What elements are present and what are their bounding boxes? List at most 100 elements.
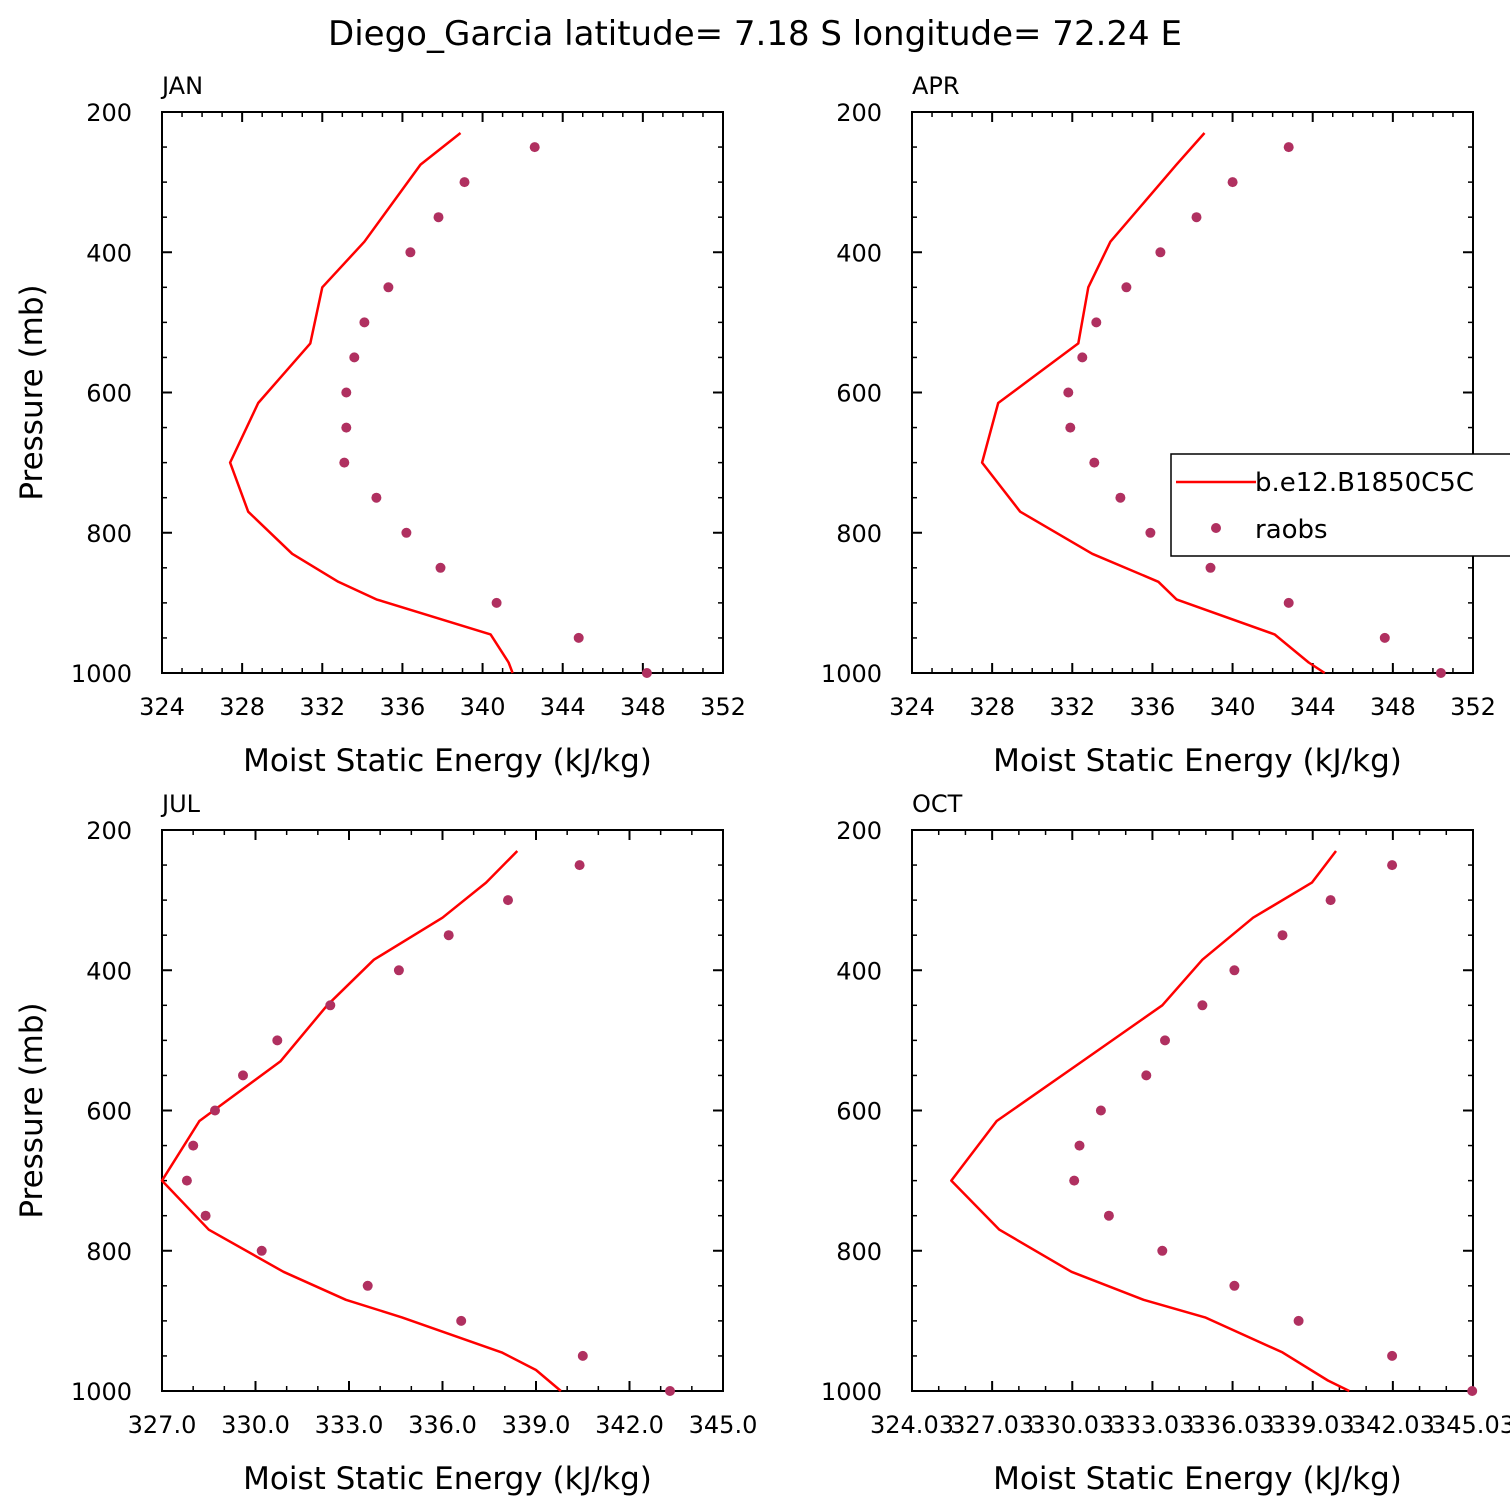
raobs-point bbox=[1387, 1350, 1398, 1361]
panel-label: JAN bbox=[160, 72, 203, 100]
raobs-point bbox=[1121, 282, 1132, 293]
x-tick-label: 327.03 bbox=[950, 1411, 1034, 1439]
x-tick-label: 330.03 bbox=[1030, 1411, 1114, 1439]
raobs-point bbox=[339, 457, 350, 468]
plot-frame bbox=[161, 111, 724, 674]
raobs-point bbox=[1227, 177, 1238, 188]
plot-frame bbox=[911, 829, 1474, 1392]
x-tick-label: 330.0 bbox=[221, 1411, 290, 1439]
y-tick-label: 600 bbox=[836, 380, 882, 408]
panels: 324 328 332 336 340 344 348 352 200 400 600 800 1000… bbox=[14, 72, 1510, 1497]
raobs-point bbox=[1141, 1070, 1152, 1081]
x-axis-title: Moist Static Energy (kJ/kg) bbox=[243, 743, 652, 779]
x-tick-label: 345.03 bbox=[1431, 1411, 1510, 1439]
raobs-point bbox=[529, 142, 540, 153]
raobs-point bbox=[443, 930, 454, 941]
raobs-point bbox=[1283, 142, 1294, 153]
x-tick-label: 333.03 bbox=[1110, 1411, 1194, 1439]
raobs-point bbox=[573, 632, 584, 643]
x-tick-label: 332 bbox=[299, 693, 345, 721]
x-tick-label: 340 bbox=[1210, 693, 1256, 721]
series-line-model bbox=[160, 850, 562, 1392]
raobs-point bbox=[1325, 895, 1336, 906]
y-tick-label: 1000 bbox=[71, 1378, 132, 1406]
panel-label: JUL bbox=[160, 790, 201, 818]
x-tick-label: 342.03 bbox=[1351, 1411, 1435, 1439]
x-tick-label: 324 bbox=[139, 693, 185, 721]
y-tick-label: 400 bbox=[836, 957, 882, 985]
raobs-point bbox=[1467, 1386, 1478, 1396]
x-tick-label: 336 bbox=[380, 693, 426, 721]
series-line-model bbox=[228, 132, 514, 674]
x-tick-label: 340 bbox=[460, 693, 506, 721]
raobs-point bbox=[574, 860, 585, 871]
y-axis-title: Pressure (mb) bbox=[14, 1002, 50, 1218]
x-tick-label: 327.0 bbox=[128, 1411, 197, 1439]
raobs-point bbox=[1160, 1035, 1170, 1046]
raobs-point bbox=[1063, 387, 1074, 398]
raobs-point bbox=[181, 1175, 192, 1186]
y-tick-label: 400 bbox=[836, 239, 882, 267]
raobs-point bbox=[1229, 965, 1240, 976]
raobs-point bbox=[405, 247, 416, 258]
raobs-point bbox=[1077, 352, 1088, 363]
y-tick-label: 200 bbox=[86, 817, 132, 845]
raobs-point bbox=[1145, 527, 1156, 538]
x-tick-label: 345.0 bbox=[689, 1411, 758, 1439]
raobs-point bbox=[362, 1280, 373, 1291]
legend-box bbox=[1170, 453, 1510, 557]
raobs-point bbox=[459, 177, 470, 188]
y-tick-label: 1000 bbox=[821, 1378, 882, 1406]
raobs-point bbox=[401, 527, 412, 538]
raobs-point bbox=[1095, 1105, 1106, 1116]
x-tick-label: 333.0 bbox=[315, 1411, 384, 1439]
raobs-point bbox=[393, 965, 404, 976]
y-tick-label: 1000 bbox=[821, 660, 882, 688]
x-tick-label: 339.0 bbox=[502, 1411, 571, 1439]
raobs-point bbox=[456, 1315, 467, 1326]
raobs-point bbox=[665, 1386, 675, 1396]
y-tick-label: 600 bbox=[836, 1098, 882, 1126]
panel-apr: 324 328 332 336 340 344 348 352 200 400 600 800 1000… bbox=[821, 72, 1510, 779]
panel-label: OCT bbox=[912, 790, 963, 818]
raobs-point bbox=[1283, 597, 1294, 608]
raobs-point bbox=[1379, 632, 1390, 643]
raobs-point bbox=[383, 282, 394, 293]
series-line-model bbox=[980, 132, 1326, 675]
y-tick-label: 400 bbox=[86, 957, 132, 985]
raobs-point bbox=[1115, 492, 1126, 503]
panel-jan: 324 328 332 336 340 344 348 352 200 400 600 800 1000… bbox=[14, 72, 746, 779]
raobs-point bbox=[435, 562, 446, 573]
raobs-point bbox=[1435, 668, 1446, 678]
raobs-point bbox=[1065, 422, 1076, 433]
x-tick-label: 339.03 bbox=[1271, 1411, 1355, 1439]
x-tick-label: 328 bbox=[969, 693, 1015, 721]
raobs-point bbox=[1205, 562, 1216, 573]
raobs-point bbox=[1157, 1245, 1168, 1256]
x-tick-label: 336 bbox=[1130, 693, 1176, 721]
raobs-point bbox=[188, 1140, 199, 1151]
x-tick-label: 344 bbox=[1290, 693, 1336, 721]
series-line-model bbox=[950, 850, 1350, 1393]
y-tick-label: 200 bbox=[86, 99, 132, 127]
raobs-point bbox=[1074, 1140, 1085, 1151]
raobs-point bbox=[210, 1105, 220, 1116]
x-tick-label: 342.0 bbox=[595, 1411, 664, 1439]
raobs-point bbox=[1155, 247, 1166, 258]
y-tick-label: 200 bbox=[836, 99, 882, 127]
raobs-point bbox=[1191, 212, 1202, 223]
raobs-point bbox=[359, 317, 370, 328]
raobs-point bbox=[1197, 1000, 1208, 1011]
x-tick-label: 324 bbox=[889, 693, 935, 721]
legend-marker-swatch bbox=[1211, 523, 1221, 533]
x-tick-label: 332 bbox=[1049, 693, 1095, 721]
x-tick-label: 352 bbox=[700, 693, 746, 721]
raobs-point bbox=[341, 387, 352, 398]
raobs-point bbox=[200, 1210, 211, 1221]
figure-title: Diego_Garcia latitude= 7.18 S longitude=… bbox=[328, 14, 1182, 54]
raobs-point bbox=[325, 1000, 336, 1011]
x-tick-label: 336.03 bbox=[1191, 1411, 1275, 1439]
x-tick-label: 348 bbox=[620, 693, 666, 721]
raobs-point bbox=[341, 422, 352, 433]
